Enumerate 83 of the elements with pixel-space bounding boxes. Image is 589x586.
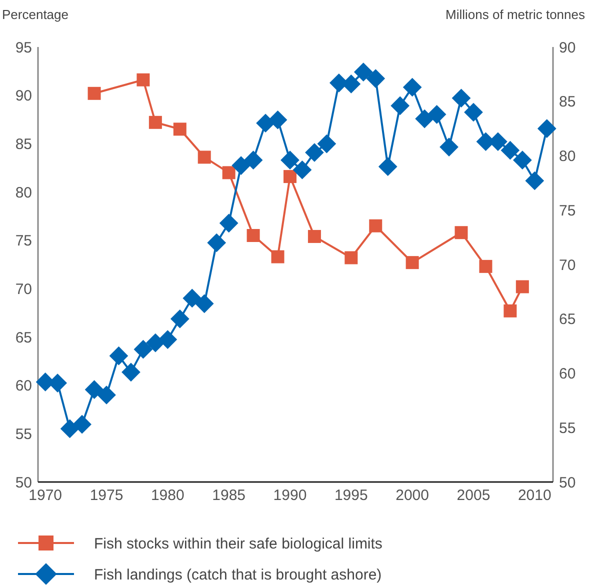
point [516,280,529,294]
point [308,230,321,243]
point [344,251,358,264]
x-tick-label: 1995 [334,487,368,504]
point [60,419,80,438]
y-tick-label: 70 [15,280,32,298]
point [454,226,468,240]
y2-tick-label: 60 [559,366,576,382]
point [268,110,288,130]
point [136,73,150,86]
y2-tick-label: 50 [559,474,576,492]
point [88,86,101,100]
y-axis-title: Percentage [2,7,68,22]
y-tick-label: 90 [15,88,32,105]
point [415,109,434,128]
y2-tick-label: 75 [559,202,576,220]
legend-label: Fish stocks within their safe biological limits [94,535,382,552]
point [158,330,178,349]
y-tick-label: 95 [15,39,32,56]
point [72,414,92,434]
y2-tick-label: 80 [559,148,576,165]
y-tick-label: 65 [15,329,32,346]
y-tick-label: 85 [15,136,32,153]
point [198,150,211,164]
point [280,150,300,170]
point [479,260,492,273]
x-tick-label: 1980 [150,487,184,504]
y-tick-label: 60 [15,378,32,395]
point [232,156,250,175]
point [390,96,410,116]
point [525,171,544,190]
point [146,333,165,352]
point [219,214,238,233]
point [256,114,275,133]
y-tick-label: 55 [15,426,32,443]
y2-tick-label: 85 [559,94,576,111]
point [134,340,153,359]
point [222,166,236,180]
point [305,143,324,162]
point [173,122,186,136]
point [182,288,202,308]
point [170,309,190,328]
point [452,88,471,108]
x-tick-label: 1990 [273,487,307,504]
x-tick-label: 1975 [90,487,124,504]
point [369,219,382,232]
point [354,62,373,82]
point [148,116,162,129]
x-tick-label: 1985 [212,487,246,504]
point [366,69,386,88]
point [427,105,446,124]
y-tick-label: 80 [15,184,32,202]
point [244,150,263,170]
x-tick-label: 2000 [396,487,430,504]
x-tick-label: 2005 [456,487,490,504]
point [464,102,483,122]
y2-tick-label: 65 [559,311,576,328]
y2-tick-label: 55 [559,420,576,437]
point [406,256,419,270]
point [194,294,214,314]
point [109,346,128,366]
point [246,229,260,242]
x-tick-label: 2010 [518,487,552,504]
point [84,380,104,399]
y2-tick-label: 70 [559,256,576,274]
y-tick-label: 75 [15,232,32,250]
point [402,78,422,97]
point [378,157,398,176]
y2-tick-label: 90 [559,39,576,56]
point [283,170,296,184]
point [500,140,520,160]
point [122,362,140,382]
point [504,304,517,318]
point [292,160,312,180]
point [317,134,336,154]
point [537,119,556,138]
point [97,386,116,404]
point [440,138,458,156]
point [207,233,226,252]
y2-axis-title: Millions of metric tonnes [446,7,586,22]
legend-label: Fish landings (catch that is brought ashore) [94,566,382,584]
point [512,150,532,170]
point [271,250,284,264]
